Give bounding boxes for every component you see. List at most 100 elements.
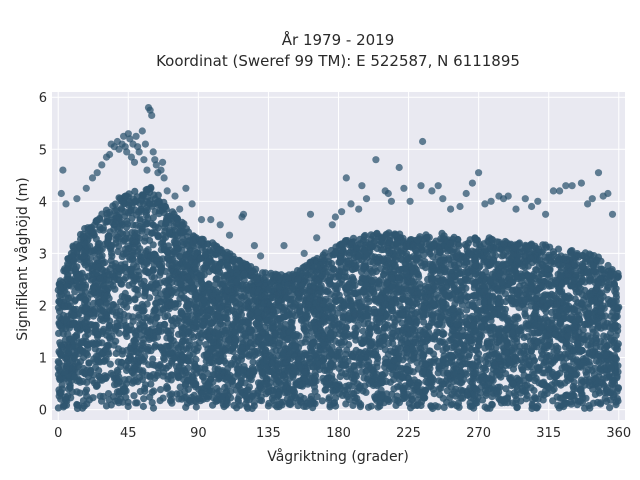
data-point [131,295,139,303]
data-point [132,399,140,407]
data-point [358,368,366,376]
data-point [303,331,311,339]
data-point [329,265,337,273]
data-point [364,320,372,328]
data-point [128,265,136,273]
data-point [581,404,589,412]
data-point [556,369,564,377]
data-point [254,386,262,394]
data-point [108,270,117,278]
data-point [166,391,174,399]
data-point [341,370,350,378]
data-point [238,351,247,359]
data-point [537,390,546,398]
data-point [435,365,443,373]
data-point [379,271,388,279]
data-point [237,374,245,382]
data-point [614,384,622,392]
data-point [356,382,364,390]
data-point [457,311,465,319]
data-point [521,310,529,318]
data-point [121,260,129,268]
data-point [543,389,551,398]
data-point [168,399,176,407]
data-point [149,214,157,222]
data-point [449,400,457,408]
data-point [233,303,241,311]
data-point [129,279,137,287]
data-point [96,299,104,307]
data-point [202,341,210,349]
data-point [364,403,373,411]
data-point [103,291,111,299]
data-point [579,326,587,334]
data-point [131,285,139,293]
data-point [147,380,155,388]
data-point [596,368,604,376]
data-point [501,309,509,318]
data-point [466,236,474,244]
data-point [473,315,481,323]
data-point [224,336,232,344]
data-point [227,359,236,367]
data-point [350,390,358,398]
data-point [338,341,346,349]
data-point [143,228,151,236]
data-point [488,401,496,409]
data-point [502,385,510,393]
data-point [113,206,121,214]
data-point [85,359,93,367]
data-point [522,395,530,403]
data-point [318,397,326,405]
data-point [518,366,526,374]
data-point [148,388,156,396]
data-point [379,341,387,349]
data-point [511,392,519,400]
data-point [420,318,428,326]
data-point [140,395,148,403]
data-point [274,352,282,360]
data-point [350,375,358,383]
data-point [135,313,143,322]
data-point [167,335,175,343]
data-point [572,302,581,310]
data-point [265,334,273,342]
data-point [156,386,165,394]
data-point [582,394,590,402]
data-point [244,404,252,412]
data-point [408,396,416,404]
data-point [381,334,389,342]
data-point [129,313,137,321]
data-point [139,402,147,411]
data-point [478,370,486,378]
data-point [313,393,321,401]
data-point [201,363,209,371]
data-points [54,104,623,413]
data-point [381,369,389,377]
data-point [209,401,217,409]
data-point [81,388,89,396]
data-point [130,392,138,400]
data-point [324,277,332,285]
data-point [509,399,517,407]
data-point [440,403,448,411]
data-point [120,310,128,318]
data-point [513,403,521,411]
data-point [574,397,582,405]
data-point [531,393,539,401]
data-point [179,221,187,230]
data-point [249,358,257,366]
data-point [335,390,343,398]
data-point [600,332,608,340]
data-point [326,401,334,409]
data-point [478,377,486,385]
data-point [112,337,120,345]
data-point [149,355,157,363]
chart-title-line1: År 1979 - 2019 [282,30,395,49]
data-point [156,397,164,405]
data-point [265,399,273,407]
data-point [370,308,378,316]
data-point [138,375,146,384]
data-point [397,339,405,347]
